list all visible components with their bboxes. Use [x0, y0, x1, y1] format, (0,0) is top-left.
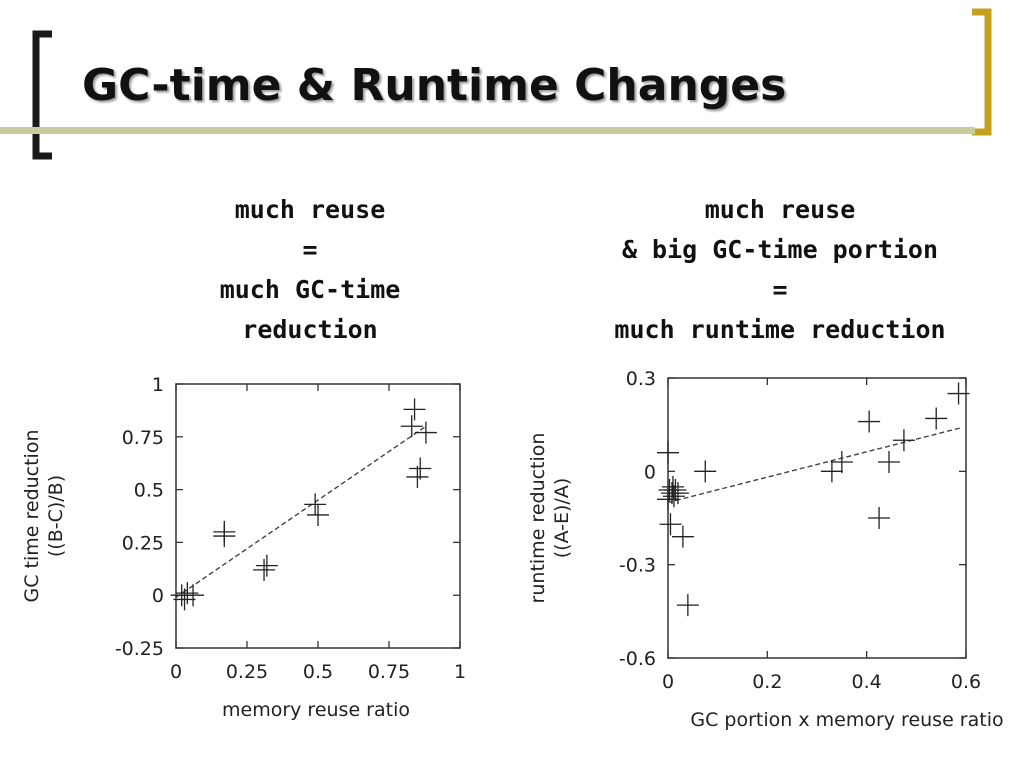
trend-line	[175, 425, 427, 598]
left-caption-line: much reuse	[234, 195, 386, 224]
right-caption-line: =	[772, 275, 788, 304]
x-tick-label: 0.6	[951, 671, 981, 693]
data-point	[213, 525, 236, 548]
data-point	[671, 525, 694, 548]
left-caption-line: much GC-time	[219, 275, 401, 304]
right-caption-line: & big GC-time portion	[621, 235, 939, 264]
data-point	[403, 398, 426, 421]
data-point	[694, 460, 717, 483]
y-tick-label: 0.3	[626, 368, 656, 390]
y-tick-label: 0.25	[122, 532, 164, 554]
data-point	[925, 407, 948, 430]
data-point	[878, 451, 901, 473]
y-tick-label: 0.5	[134, 480, 164, 502]
left-bracket-decoration	[32, 30, 52, 160]
data-point	[307, 503, 329, 526]
data-point	[406, 465, 429, 488]
left-caption-line: =	[302, 235, 318, 264]
x-tick-label: 0.25	[226, 661, 268, 683]
y-tick-label: 0	[644, 461, 656, 483]
data-point	[892, 429, 915, 452]
data-point	[830, 451, 853, 473]
y-tick-label: 1	[152, 374, 164, 396]
data-point	[657, 441, 679, 464]
left-caption-line: reduction	[242, 315, 378, 344]
x-tick-label: 0.2	[752, 671, 782, 693]
data-point	[414, 421, 437, 444]
right-caption: much reuse & big GC-time portion = much …	[575, 190, 985, 350]
y-tick-label: -0.6	[619, 648, 656, 670]
title-divider	[0, 127, 975, 134]
y-axis-label: ((B-C)/B)	[45, 475, 67, 557]
x-tick-label: 0.75	[368, 661, 410, 683]
y-tick-label: -0.3	[619, 555, 656, 577]
data-point	[661, 475, 684, 498]
data-point	[659, 513, 682, 536]
right-bracket-decoration	[972, 8, 992, 136]
x-tick-label: 0.5	[303, 661, 333, 683]
trend-line	[667, 427, 962, 504]
left-caption: much reuse = much GC-time reduction	[150, 190, 470, 350]
y-axis-label: GC time reduction	[21, 429, 43, 602]
plot-frame	[667, 377, 967, 659]
y-axis-label: runtime reduction	[527, 433, 549, 604]
x-tick-label: 0.4	[852, 671, 882, 693]
data-point	[182, 584, 205, 607]
runtime-reduction-chart: -0.6 -0.3 0 0.3 0 0.2 0.4 0.6 GC portion x memor…	[527, 368, 1004, 731]
x-axis-label: memory reuse ratio	[222, 699, 410, 721]
y-tick-label: 0.75	[122, 427, 164, 449]
slide-title: GC-time & Runtime Changes	[82, 60, 787, 111]
data-point	[176, 582, 199, 605]
x-tick-label: 0	[170, 661, 182, 683]
data-point	[858, 410, 881, 433]
data-point	[304, 493, 327, 516]
y-tick-label: 0	[152, 585, 164, 607]
data-point	[666, 482, 689, 505]
right-caption-line: much runtime reduction	[614, 315, 946, 344]
data-point	[253, 558, 276, 581]
data-point	[173, 588, 196, 611]
data-point	[664, 479, 687, 501]
x-tick-label: 1	[454, 661, 466, 683]
x-tick-label: 0	[662, 671, 674, 693]
data-point	[255, 554, 278, 577]
data-point	[662, 485, 685, 508]
right-caption-line: much reuse	[704, 195, 856, 224]
y-tick-label: -0.25	[115, 638, 164, 660]
data-point	[676, 594, 699, 617]
gc-time-reduction-chart: -0.25 0 0.25 0.5 0.75 1 0 0.25 0.5 0.75 1 memory re…	[21, 374, 466, 721]
data-point	[820, 460, 843, 483]
data-point	[409, 457, 432, 480]
y-axis-label: ((A-E)/A)	[551, 478, 573, 559]
data-point	[947, 382, 970, 405]
data-point	[400, 415, 423, 438]
x-axis-label: GC portion x memory reuse ratio	[690, 709, 1003, 731]
data-point	[868, 507, 891, 529]
